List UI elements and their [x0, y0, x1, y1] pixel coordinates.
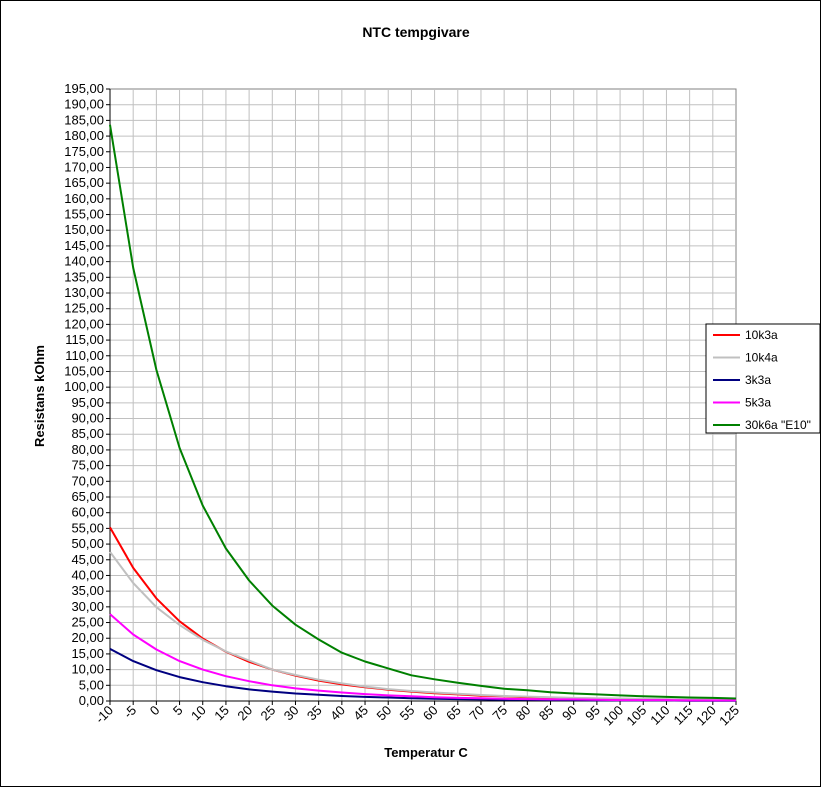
x-tick-label: 25	[258, 703, 279, 724]
y-tick-label: 10,00	[71, 662, 104, 677]
y-tick-label: 150,00	[64, 222, 104, 237]
y-axis-label: Resistans kOhm	[32, 345, 47, 447]
y-tick-label: 80,00	[71, 442, 104, 457]
y-tick-label: 20,00	[71, 630, 104, 645]
y-tick-label: 195,00	[64, 81, 104, 96]
x-tick-label: 55	[397, 703, 418, 724]
y-tick-label: 160,00	[64, 191, 104, 206]
x-tick-label: 70	[466, 703, 487, 724]
y-tick-label: 70,00	[71, 473, 104, 488]
y-tick-label: 110,00	[65, 348, 104, 363]
y-tick-label: 155,00	[64, 207, 104, 222]
y-tick-label: 115,00	[65, 332, 104, 347]
x-tick-label: 100	[600, 703, 626, 729]
legend-entry: 5k3a	[745, 396, 771, 410]
x-tick-label: 125	[716, 703, 742, 729]
x-tick-label: 75	[489, 703, 510, 724]
x-tick-label: 10	[188, 703, 209, 724]
y-tick-label: 75,00	[71, 458, 104, 473]
x-tick-label: 0	[147, 703, 163, 719]
x-tick-label: 105	[623, 703, 649, 729]
x-axis-ticks: -10 -5 0 5 10 15 20 25 30 35 40 45 50 55 60 65 70 75 80 85 9…	[92, 700, 742, 729]
y-tick-label: 190,00	[64, 97, 104, 112]
x-tick-label: 20	[234, 703, 255, 724]
y-tick-label: 175,00	[64, 144, 104, 159]
y-tick-label: 65,00	[71, 489, 104, 504]
y-tick-label: 35,00	[71, 583, 104, 598]
x-tick-label: 35	[304, 703, 325, 724]
x-tick-label: 110	[647, 703, 672, 728]
series-line-4	[109, 124, 737, 700]
series-line-1	[109, 551, 736, 701]
x-tick-label: 5	[170, 703, 186, 719]
x-axis-label: Temperatur C	[384, 745, 468, 760]
y-tick-label: 140,00	[64, 254, 104, 269]
series-line-3	[109, 613, 736, 702]
y-tick-label: 185,00	[64, 112, 104, 127]
legend-entry: 10k4a	[745, 351, 778, 365]
y-tick-label: 15,00	[71, 646, 104, 661]
legend-box	[705, 323, 821, 434]
legend-entry: 10k3a	[745, 328, 778, 342]
x-tick-label: 65	[443, 703, 464, 724]
legend: 10k3a 10k4a 3k3a 5k3a 30k6a "E10"	[705, 323, 821, 434]
y-tick-label: 45,00	[71, 552, 104, 567]
y-tick-label: 105,00	[64, 363, 104, 378]
x-tick-label: 30	[281, 703, 302, 724]
chart-title: NTC tempgivare	[362, 24, 470, 40]
y-tick-label: 95,00	[71, 395, 104, 410]
x-tick-label: 80	[513, 703, 534, 724]
y-tick-label: 165,00	[64, 175, 104, 190]
y-tick-label: 90,00	[71, 411, 104, 426]
x-tick-label: 85	[536, 703, 557, 724]
x-tick-label: 90	[559, 703, 580, 724]
y-tick-label: 130,00	[64, 285, 104, 300]
grid-lines	[110, 89, 736, 701]
y-tick-label: 55,00	[71, 520, 104, 535]
y-tick-label: 170,00	[64, 159, 104, 174]
x-tick-label: 45	[350, 703, 371, 724]
y-tick-label: 180,00	[64, 128, 104, 143]
plot-area	[109, 88, 737, 702]
y-tick-label: 40,00	[71, 567, 104, 582]
y-tick-label: 145,00	[64, 238, 104, 253]
y-tick-label: 30,00	[71, 599, 104, 614]
y-tick-label: 85,00	[71, 426, 104, 441]
y-tick-label: 0,00	[79, 693, 104, 708]
y-tick-label: 100,00	[64, 379, 104, 394]
y-tick-label: 120,00	[64, 316, 104, 331]
legend-entry: 3k3a	[745, 373, 771, 387]
y-tick-label: 60,00	[71, 505, 104, 520]
x-tick-label: -5	[121, 703, 140, 722]
x-tick-label: 115	[670, 703, 695, 728]
x-tick-label: 50	[374, 703, 395, 724]
y-axis-ticks: 0,005,0010,0015,0020,0025,0030,0035,0040…	[64, 81, 111, 708]
series-lines	[109, 124, 737, 702]
y-tick-label: 135,00	[64, 269, 104, 284]
x-tick-label: 15	[211, 703, 232, 724]
legend-entry: 30k6a "E10"	[745, 418, 811, 432]
x-tick-label: 95	[582, 703, 603, 724]
x-tick-label: 60	[420, 703, 441, 724]
y-tick-label: 5,00	[79, 677, 104, 692]
y-tick-label: 25,00	[71, 615, 104, 630]
y-tick-label: 125,00	[64, 301, 104, 316]
y-tick-label: 50,00	[71, 536, 104, 551]
x-tick-label: 40	[327, 703, 348, 724]
x-tick-label: 120	[693, 703, 719, 729]
